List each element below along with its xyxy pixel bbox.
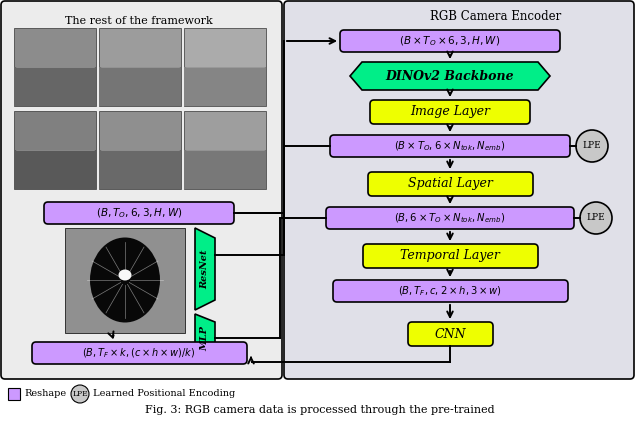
- Text: CNN: CNN: [434, 327, 466, 340]
- Text: Temporal Layer: Temporal Layer: [400, 249, 500, 262]
- Ellipse shape: [118, 270, 131, 281]
- FancyBboxPatch shape: [326, 207, 574, 229]
- Text: RGB Camera Encoder: RGB Camera Encoder: [430, 10, 561, 23]
- FancyBboxPatch shape: [363, 244, 538, 268]
- FancyBboxPatch shape: [333, 280, 568, 302]
- Text: DINOv2 Backbone: DINOv2 Backbone: [386, 70, 515, 83]
- Text: Reshape: Reshape: [24, 390, 66, 399]
- Text: ResNet: ResNet: [200, 249, 209, 289]
- Bar: [99, 28, 181, 106]
- Text: $(B, T_F \times k, (c \times h \times w)/k)$: $(B, T_F \times k, (c \times h \times w)…: [83, 346, 196, 360]
- FancyBboxPatch shape: [330, 135, 570, 157]
- Bar: [99, 150, 181, 189]
- Text: $(B, 6 \times T_O \times N_{tok}, N_{emb})$: $(B, 6 \times T_O \times N_{tok}, N_{emb…: [394, 211, 506, 225]
- Bar: [184, 150, 266, 189]
- Bar: [14, 67, 96, 106]
- Circle shape: [71, 385, 89, 403]
- Text: $(B \times T_O, 6 \times N_{tok}, N_{emb})$: $(B \times T_O, 6 \times N_{tok}, N_{emb…: [394, 139, 506, 153]
- Bar: [99, 111, 181, 189]
- Bar: [184, 28, 266, 106]
- FancyBboxPatch shape: [408, 322, 493, 346]
- Text: $(B, T_O, 6, 3, H, W)$: $(B, T_O, 6, 3, H, W)$: [96, 206, 182, 220]
- Bar: [8, 388, 20, 400]
- FancyBboxPatch shape: [368, 172, 533, 196]
- FancyBboxPatch shape: [370, 100, 530, 124]
- FancyBboxPatch shape: [32, 342, 247, 364]
- Text: LPE: LPE: [72, 390, 88, 398]
- Text: LPE: LPE: [582, 142, 602, 151]
- FancyBboxPatch shape: [284, 1, 634, 379]
- Ellipse shape: [90, 237, 160, 323]
- Polygon shape: [195, 314, 215, 363]
- Text: Spatial Layer: Spatial Layer: [408, 178, 492, 190]
- Text: MLP: MLP: [200, 326, 209, 351]
- Bar: [99, 67, 181, 106]
- FancyBboxPatch shape: [1, 1, 282, 379]
- Text: Fig. 3: RGB camera data is processed through the pre-trained: Fig. 3: RGB camera data is processed thr…: [145, 405, 495, 415]
- Bar: [65, 228, 185, 333]
- Text: Learned Positional Encoding: Learned Positional Encoding: [93, 390, 236, 399]
- Text: LPE: LPE: [587, 214, 605, 223]
- Circle shape: [576, 130, 608, 162]
- FancyBboxPatch shape: [340, 30, 560, 52]
- Bar: [14, 28, 96, 106]
- Polygon shape: [195, 228, 215, 310]
- Text: $(B, T_F, c, 2 \times h, 3 \times w)$: $(B, T_F, c, 2 \times h, 3 \times w)$: [398, 284, 502, 298]
- Bar: [14, 150, 96, 189]
- Text: Image Layer: Image Layer: [410, 106, 490, 118]
- Bar: [184, 67, 266, 106]
- Bar: [184, 111, 266, 189]
- Text: The rest of the framework: The rest of the framework: [65, 16, 213, 26]
- Bar: [14, 111, 96, 189]
- FancyBboxPatch shape: [44, 202, 234, 224]
- Text: $(B \times T_O \times 6, 3, H, W)$: $(B \times T_O \times 6, 3, H, W)$: [399, 34, 500, 48]
- Circle shape: [580, 202, 612, 234]
- Polygon shape: [350, 62, 550, 90]
